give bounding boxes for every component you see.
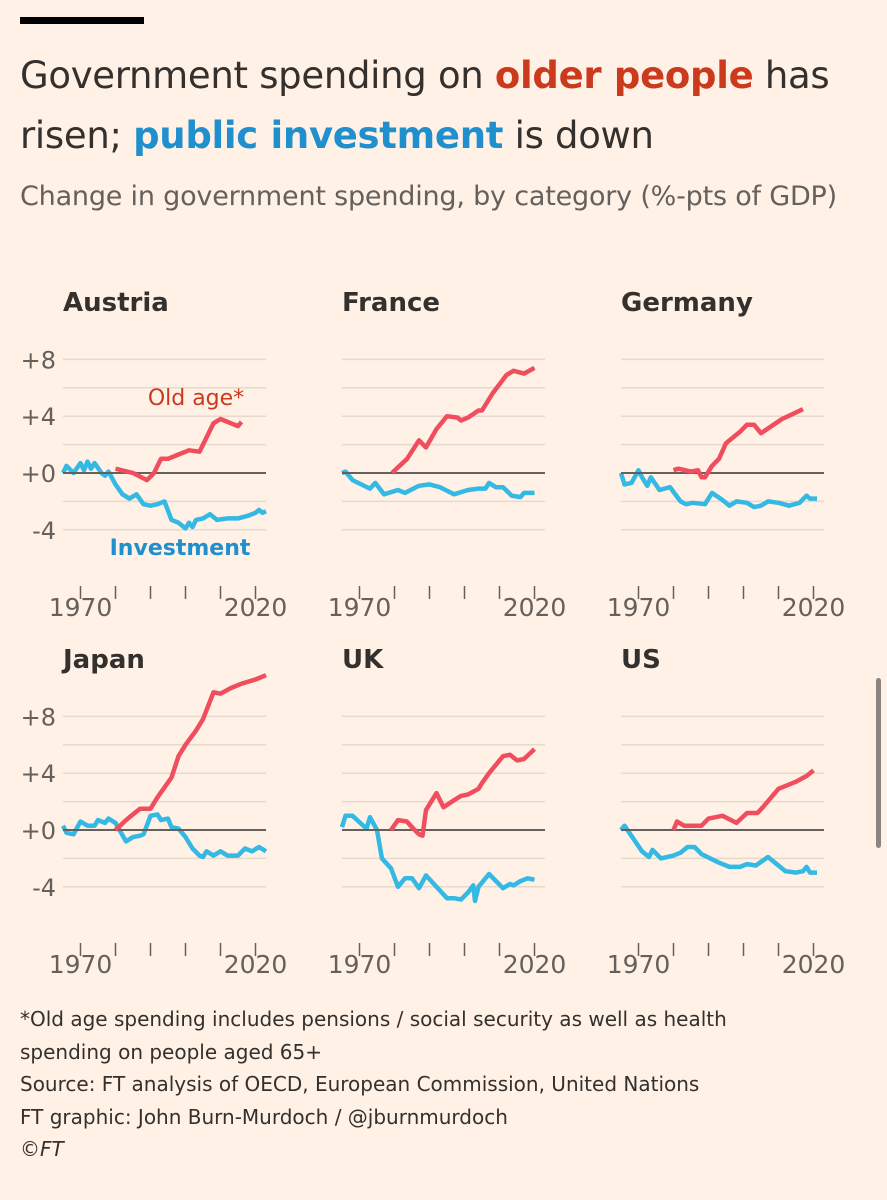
x-tick-label: 2020 [782, 950, 846, 979]
copyright: ©FT [20, 1137, 64, 1161]
panel-title: Austria [63, 288, 169, 318]
old-age-line [672, 407, 804, 480]
panel-us: US 1970 2020 [607, 645, 846, 979]
y-tick-label: +4 [21, 403, 56, 431]
panel-austria: Austria+8 +4 +0 -4 1970 2020 Old age* Investmen… [21, 288, 288, 622]
x-tick-label: 1970 [328, 593, 392, 622]
panel-uk: UK 1970 2020 [328, 645, 567, 979]
y-tick-label: +0 [21, 817, 56, 845]
investment-line [619, 823, 817, 875]
ft-brand-bar [20, 17, 144, 24]
old-age-annotation: Old age* [148, 386, 244, 411]
old-age-line [113, 673, 267, 832]
scrollbar[interactable] [876, 678, 881, 848]
old-age-line [671, 768, 815, 831]
panel-title: Japan [61, 645, 145, 675]
investment-annotation: Investment [110, 536, 251, 561]
y-tick-label: +8 [21, 703, 56, 731]
x-tick-label: 2020 [782, 593, 846, 622]
old-age-line [390, 365, 536, 475]
title-highlight-old-age: older people [494, 54, 754, 97]
footnote: *Old age spending includes pensions / so… [20, 1007, 727, 1064]
chart-subtitle: Change in government spending, by catego… [20, 181, 837, 212]
panel-title: Germany [621, 288, 753, 318]
credit: FT graphic: John Burn-Murdoch / @jburnmu… [20, 1104, 508, 1129]
y-tick-label: +8 [21, 346, 56, 374]
x-tick-label: 1970 [607, 950, 671, 979]
panel-france: France 1970 2020 [328, 288, 567, 622]
y-tick-label: -4 [32, 517, 56, 545]
x-tick-label: 2020 [224, 950, 288, 979]
x-tick-label: 2020 [224, 593, 288, 622]
y-tick-label: -4 [32, 874, 56, 902]
x-tick-label: 1970 [49, 593, 113, 622]
x-tick-label: 1970 [328, 950, 392, 979]
title-text: is down [503, 114, 654, 157]
title-text: has risen; [20, 54, 830, 157]
investment-line [339, 813, 535, 904]
title-text: Government spending on [20, 54, 495, 97]
old-age-line [114, 416, 244, 483]
investment-line [341, 469, 535, 500]
x-tick-label: 2020 [503, 593, 567, 622]
x-tick-label: 1970 [607, 593, 671, 622]
old-age-line [389, 747, 537, 838]
footer: *Old age spending includes pensions / so… [20, 1003, 870, 1166]
y-tick-label: +4 [21, 760, 56, 788]
title-highlight-investment: public investment [133, 114, 504, 157]
x-tick-label: 2020 [503, 950, 567, 979]
y-tick-label: +0 [21, 460, 56, 488]
panel-title: UK [342, 645, 384, 675]
source: Source: FT analysis of OECD, European Co… [20, 1072, 700, 1096]
panel-japan: Japan+8 +4 +0 -4 1970 2020 [21, 645, 288, 979]
investment-line [60, 812, 268, 860]
panel-title: France [342, 288, 440, 318]
panel-title: US [621, 645, 661, 675]
investment-line [60, 459, 267, 531]
panel-germany: Germany 1970 2020 [607, 288, 846, 622]
x-tick-label: 1970 [49, 950, 113, 979]
chart-title: Government spending on older people has … [20, 46, 870, 166]
investment-line [618, 467, 817, 510]
